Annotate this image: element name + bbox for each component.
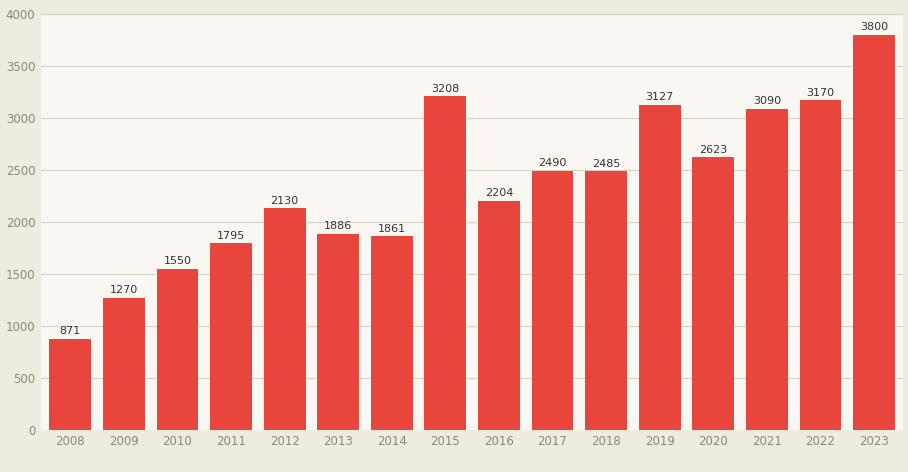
- Text: 2623: 2623: [699, 144, 727, 154]
- Bar: [531, 171, 574, 430]
- Bar: [263, 208, 305, 430]
- Bar: [800, 101, 842, 430]
- Bar: [156, 269, 198, 430]
- Bar: [586, 171, 627, 430]
- Bar: [49, 339, 91, 430]
- Text: 2490: 2490: [538, 159, 567, 169]
- Text: 2485: 2485: [592, 159, 620, 169]
- Text: 3127: 3127: [646, 92, 674, 102]
- Text: 2204: 2204: [485, 188, 513, 198]
- Bar: [103, 298, 144, 430]
- Bar: [693, 157, 735, 430]
- Bar: [210, 243, 252, 430]
- Bar: [478, 201, 520, 430]
- Bar: [370, 236, 413, 430]
- Text: 3170: 3170: [806, 88, 834, 98]
- Text: 2130: 2130: [271, 196, 299, 206]
- Bar: [639, 105, 681, 430]
- Text: 3800: 3800: [860, 22, 888, 33]
- Bar: [854, 35, 895, 430]
- Text: 1270: 1270: [110, 285, 138, 295]
- Text: 1861: 1861: [378, 224, 406, 234]
- Text: 3090: 3090: [753, 96, 781, 106]
- Bar: [424, 96, 467, 430]
- Bar: [746, 109, 788, 430]
- Text: 3208: 3208: [431, 84, 459, 94]
- Bar: [317, 234, 359, 430]
- Text: 1886: 1886: [324, 221, 352, 231]
- Text: 871: 871: [60, 327, 81, 337]
- Text: 1550: 1550: [163, 256, 192, 266]
- Text: 1795: 1795: [217, 230, 245, 241]
